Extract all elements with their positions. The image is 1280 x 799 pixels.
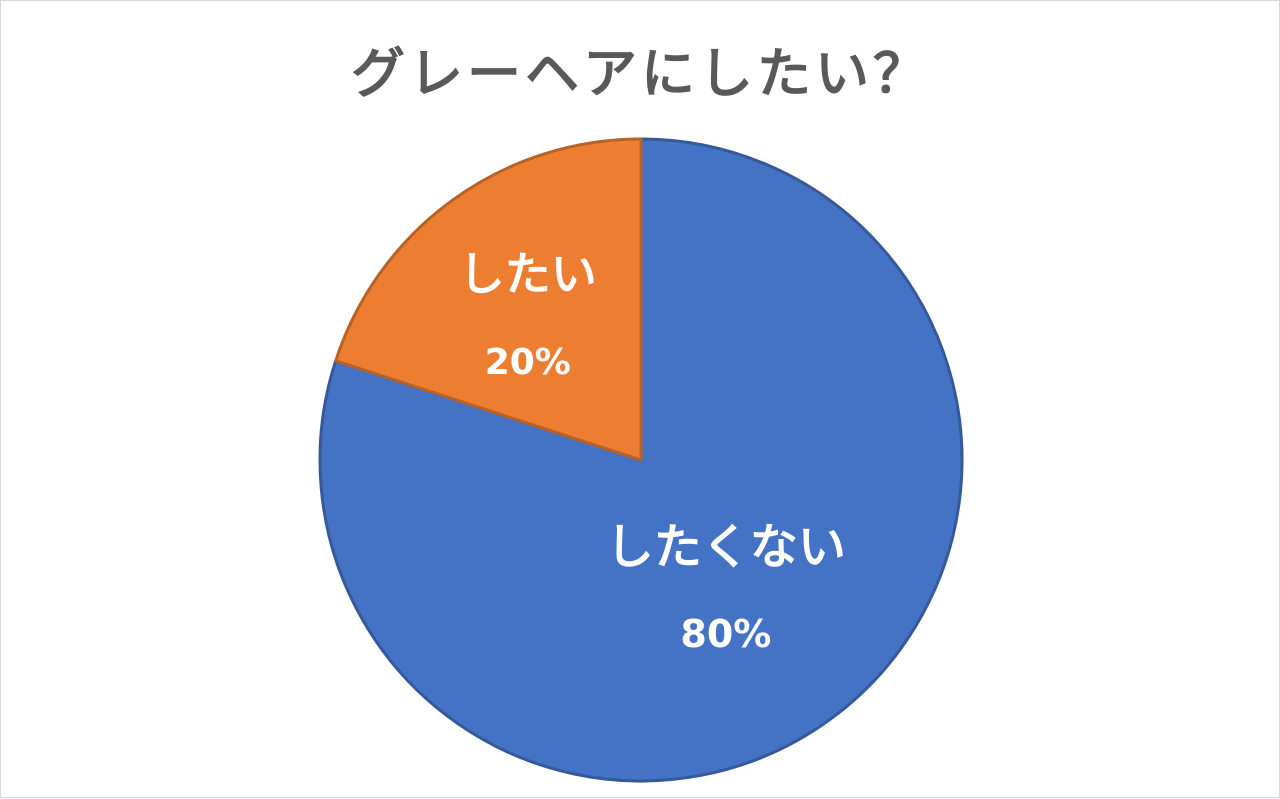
slice-category-label-1: したくない: [606, 519, 846, 575]
slice-value-label-2: 20%: [485, 342, 571, 383]
pie-slice-2: [334, 137, 643, 462]
slice-category-label-2: したい: [459, 247, 597, 301]
chart-title: グレーヘアにしたい？: [351, 42, 931, 105]
slice-value-label-1: 80%: [680, 612, 771, 656]
